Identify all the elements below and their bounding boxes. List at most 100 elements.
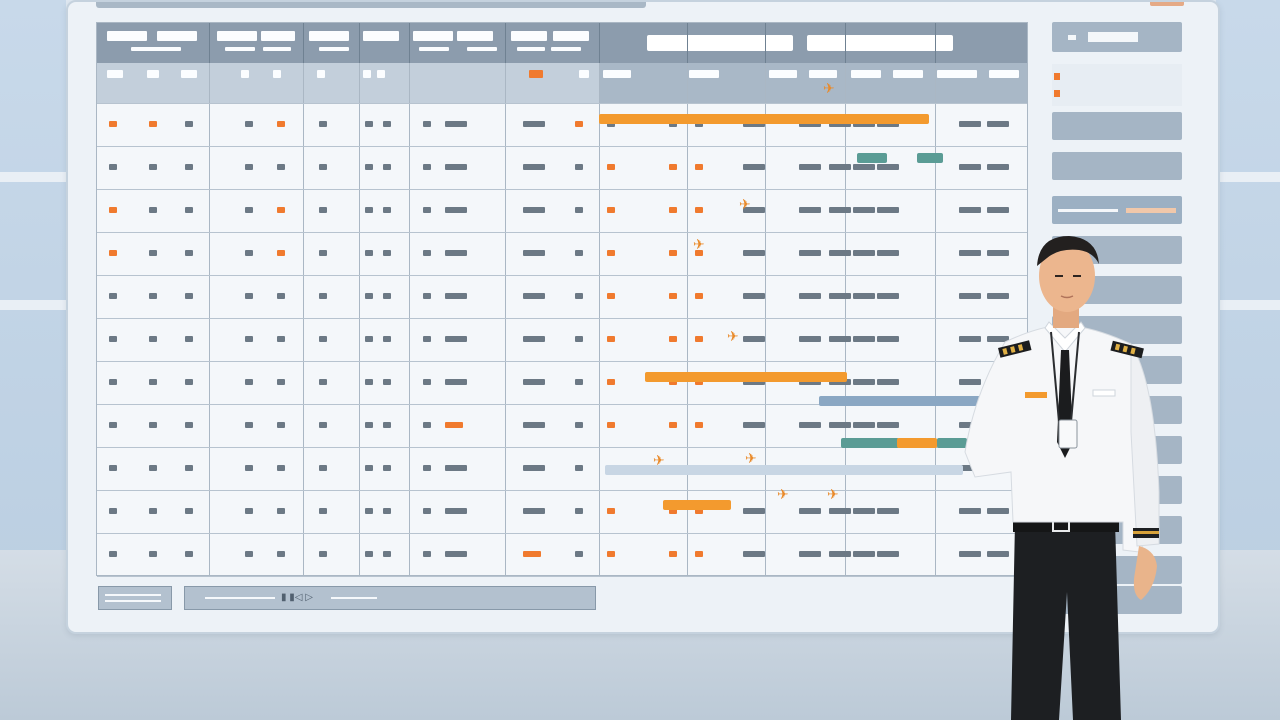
header-label-block — [261, 31, 295, 41]
flight-bar — [663, 500, 731, 510]
airplane-icon: ✈ — [777, 486, 789, 502]
header-sublabel-block — [467, 47, 497, 51]
timeline-marker — [669, 508, 677, 514]
cell-value-marker — [245, 121, 253, 127]
timeline-marker — [853, 250, 875, 256]
cell-value-marker — [277, 508, 285, 514]
cell-value-marker — [445, 207, 467, 213]
timeline-marker — [853, 207, 875, 213]
cell-value-marker — [149, 121, 157, 127]
page-size-select[interactable] — [98, 586, 172, 610]
timeline-marker — [853, 293, 875, 299]
timeline-marker — [987, 551, 1009, 557]
cell-value-marker — [245, 422, 253, 428]
cell-value-marker — [277, 422, 285, 428]
timeline-marker — [695, 250, 703, 256]
cell-value-marker — [277, 164, 285, 170]
cell-value-marker — [445, 551, 467, 557]
side-panel-item[interactable] — [1052, 196, 1182, 224]
timeline-marker — [695, 551, 703, 557]
timeline-marker — [877, 293, 899, 299]
timeline-marker — [607, 508, 615, 514]
cell-value-marker — [319, 250, 327, 256]
cell-value-marker — [365, 551, 373, 557]
timeline-marker — [669, 293, 677, 299]
timeline-marker — [959, 465, 981, 471]
cell-value-marker — [185, 164, 193, 170]
cell-value-marker — [185, 336, 193, 342]
cell-value-marker — [575, 336, 583, 342]
row-divider — [97, 318, 1027, 319]
cell-value-marker — [149, 336, 157, 342]
flight-bar — [599, 114, 929, 124]
subheader-label-block — [809, 70, 837, 78]
column-divider — [935, 63, 936, 575]
timeline-marker — [877, 422, 899, 428]
timeline-marker — [799, 207, 821, 213]
header-divider — [209, 23, 210, 63]
header-divider — [765, 23, 766, 63]
cell-value-marker — [383, 293, 391, 299]
cell-value-marker — [185, 422, 193, 428]
timeline-marker — [607, 379, 615, 385]
cell-value-marker — [149, 293, 157, 299]
timeline-marker — [853, 379, 875, 385]
cell-value-marker — [149, 250, 157, 256]
cell-value-marker — [319, 508, 327, 514]
pilot-figure — [964, 236, 1160, 720]
select-line — [105, 600, 161, 602]
timeline-marker — [987, 293, 1009, 299]
subheader-label-block — [107, 70, 123, 78]
cell-value-marker — [245, 293, 253, 299]
header-filter-field[interactable] — [807, 35, 953, 51]
cell-value-marker — [423, 422, 431, 428]
flight-bar — [819, 396, 983, 406]
playback-controls[interactable]: ▮ ▮◁ ▷ — [281, 592, 313, 603]
scrubber-track — [205, 597, 275, 599]
timeline-header — [599, 63, 1027, 103]
cell-value-marker — [319, 121, 327, 127]
timeline-marker — [743, 293, 765, 299]
header-label-block — [457, 31, 493, 41]
header-divider — [845, 23, 846, 63]
timeline-marker — [743, 551, 765, 557]
side-panel-item[interactable] — [1052, 152, 1182, 180]
cell-value-marker — [523, 207, 545, 213]
timeline-marker — [695, 121, 703, 127]
timeline-marker — [743, 508, 765, 514]
cell-value-marker — [575, 250, 583, 256]
cell-value-marker — [445, 422, 463, 428]
airplane-icon: ✈ — [653, 452, 665, 468]
cell-value-marker — [383, 164, 391, 170]
cell-value-marker — [423, 465, 431, 471]
cell-value-marker — [319, 551, 327, 557]
cell-value-marker — [319, 293, 327, 299]
board-top-bar — [96, 2, 646, 8]
cell-value-marker — [277, 207, 285, 213]
cell-value-marker — [423, 379, 431, 385]
cell-value-marker — [185, 293, 193, 299]
column-divider — [845, 63, 846, 575]
subheader-label-block — [181, 70, 197, 78]
header-search-field[interactable] — [647, 35, 793, 51]
row-divider — [97, 447, 1027, 448]
timeline-marker — [987, 508, 1009, 514]
cell-value-marker — [523, 465, 545, 471]
header-sublabel-block — [551, 47, 581, 51]
side-panel-header[interactable] — [1052, 22, 1182, 52]
cell-value-marker — [383, 121, 391, 127]
timeline-marker — [853, 336, 875, 342]
side-panel-item[interactable] — [1052, 112, 1182, 140]
timeline-scrubber[interactable]: ▮ ▮◁ ▷ — [184, 586, 596, 610]
timeline-marker — [799, 379, 821, 385]
cell-value-marker — [185, 250, 193, 256]
cell-value-marker — [109, 164, 117, 170]
header-sublabel-block — [263, 47, 291, 51]
subheader-label-block — [363, 70, 371, 78]
cell-value-marker — [383, 336, 391, 342]
side-item-line — [1058, 209, 1118, 212]
timeline-marker — [669, 551, 677, 557]
subheader-label-block — [579, 70, 589, 78]
cell-value-marker — [365, 121, 373, 127]
timeline-marker — [987, 250, 1009, 256]
